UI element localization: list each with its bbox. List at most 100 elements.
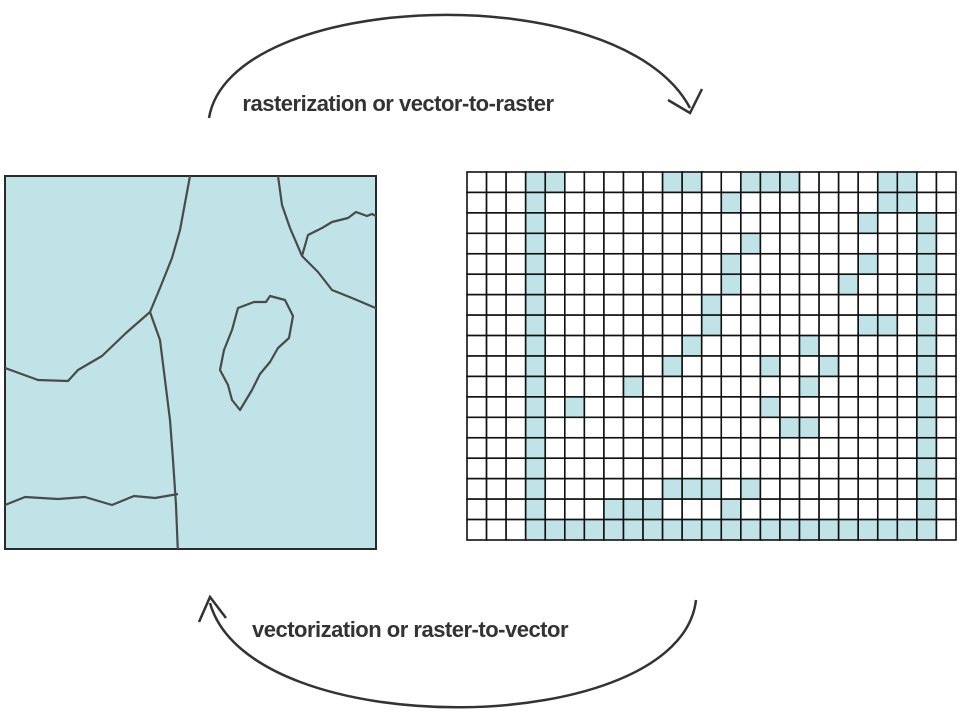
raster-cell xyxy=(759,293,781,316)
raster-cell xyxy=(720,334,742,357)
raster-cell xyxy=(740,191,762,214)
raster-cell xyxy=(935,232,957,255)
raster-cell xyxy=(857,477,879,500)
raster-cell xyxy=(505,355,527,378)
raster-cell xyxy=(779,252,801,276)
raster-cell xyxy=(622,457,644,480)
raster-cell xyxy=(524,355,547,378)
raster-cell xyxy=(681,273,703,296)
raster-cell xyxy=(818,498,840,521)
raster-cell xyxy=(798,252,820,276)
raster-cell xyxy=(583,355,605,378)
raster-cell xyxy=(837,498,860,521)
raster-cell xyxy=(661,416,683,439)
raster-cell xyxy=(740,457,762,480)
raster-cell xyxy=(544,314,566,337)
raster-cell xyxy=(837,396,860,419)
raster-cell xyxy=(837,457,860,480)
raster-cell xyxy=(916,252,938,276)
raster-cell xyxy=(935,477,957,500)
raster-cell xyxy=(603,171,625,194)
raster-cell xyxy=(603,396,625,419)
raster-cell xyxy=(700,171,723,194)
raster-cell xyxy=(681,375,703,398)
raster-cell xyxy=(857,518,879,541)
raster-cell xyxy=(740,498,762,521)
raster-cell xyxy=(524,171,547,194)
raster-cell xyxy=(857,457,879,480)
raster-cell xyxy=(818,355,840,378)
raster-cell xyxy=(798,498,820,521)
raster-cell xyxy=(505,293,527,316)
raster-cell xyxy=(759,314,781,337)
raster-cell xyxy=(896,498,918,521)
raster-cell xyxy=(935,518,957,541)
raster-cell xyxy=(700,416,723,439)
raster-cell xyxy=(818,212,840,235)
raster-cell xyxy=(935,252,957,276)
raster-cell xyxy=(798,396,820,419)
raster-cell xyxy=(700,212,723,235)
raster-cell xyxy=(876,477,899,500)
raster-cell xyxy=(544,457,566,480)
raster-cell xyxy=(505,518,527,541)
raster-cell xyxy=(798,334,820,357)
raster-cell xyxy=(896,171,918,194)
raster-cell xyxy=(603,314,625,337)
raster-cell xyxy=(798,171,820,194)
raster-cell xyxy=(505,314,527,337)
raster-cell xyxy=(876,396,899,419)
raster-cell xyxy=(505,252,527,276)
raster-cell xyxy=(661,293,683,316)
raster-cell xyxy=(544,396,566,419)
raster-cell xyxy=(563,396,586,419)
raster-cell xyxy=(661,252,683,276)
raster-cell xyxy=(896,457,918,480)
raster-cell xyxy=(779,293,801,316)
raster-cell xyxy=(935,293,957,316)
raster-cell xyxy=(642,252,664,276)
raster-cell xyxy=(935,334,957,357)
raster-cell xyxy=(896,314,918,337)
raster-cell xyxy=(837,436,860,460)
raster-cell xyxy=(583,416,605,439)
raster-cell xyxy=(916,293,938,316)
raster-cell xyxy=(837,518,860,541)
raster-cell xyxy=(642,334,664,357)
raster-cell xyxy=(837,252,860,276)
raster-cell xyxy=(759,416,781,439)
raster-cell xyxy=(818,477,840,500)
raster-cell xyxy=(681,191,703,214)
raster-cell xyxy=(740,171,762,194)
raster-cell xyxy=(916,457,938,480)
raster-cell xyxy=(720,416,742,439)
raster-cell xyxy=(505,273,527,296)
raster-cell xyxy=(661,457,683,480)
raster-cell xyxy=(896,252,918,276)
raster-cell xyxy=(916,518,938,541)
raster-cell xyxy=(583,314,605,337)
raster-cell xyxy=(916,171,938,194)
raster-cell xyxy=(466,477,488,500)
raster-cell xyxy=(642,457,664,480)
raster-cell xyxy=(916,375,938,398)
raster-cell xyxy=(740,436,762,460)
raster-cell xyxy=(622,375,644,398)
raster-cell xyxy=(779,436,801,460)
raster-cell xyxy=(857,498,879,521)
raster-cell xyxy=(857,314,879,337)
raster-cell xyxy=(779,171,801,194)
raster-cell xyxy=(661,232,683,255)
raster-cell xyxy=(505,375,527,398)
raster-cell xyxy=(700,498,723,521)
raster-cell xyxy=(466,273,488,296)
raster-cell xyxy=(466,334,488,357)
raster-cell xyxy=(466,252,488,276)
raster-cell xyxy=(544,293,566,316)
raster-cell xyxy=(681,293,703,316)
raster-cell xyxy=(916,191,938,214)
raster-cell xyxy=(544,252,566,276)
raster-cell xyxy=(935,273,957,296)
raster-cell xyxy=(876,375,899,398)
raster-cell xyxy=(544,355,566,378)
